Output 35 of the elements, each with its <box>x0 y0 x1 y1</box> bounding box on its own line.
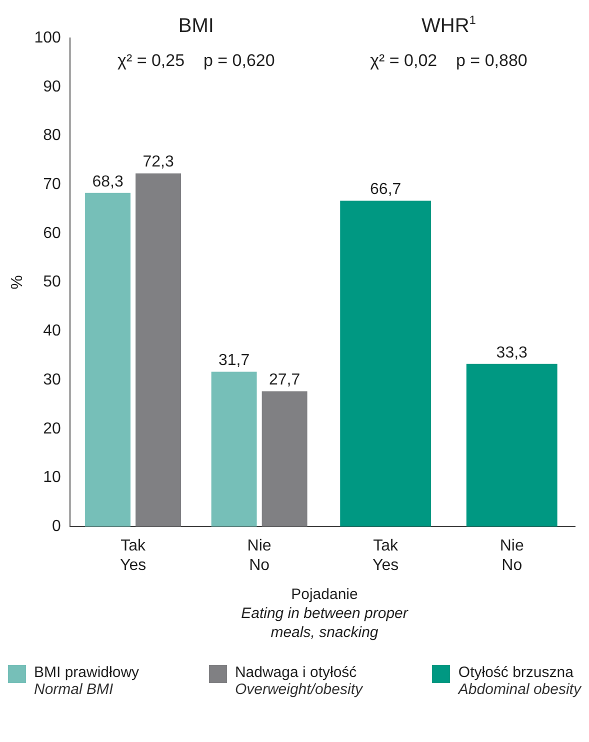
data-label: 72,3 <box>142 154 174 171</box>
data-label: 66,7 <box>370 181 402 198</box>
x-axis-title: Pojadanie Eating in between proper meals, snacking <box>240 585 410 642</box>
x-tick-label: Tak Yes <box>372 538 400 574</box>
x-tick-label: Nie No <box>500 538 524 574</box>
legend-label: Nadwaga i otyłość Overweight/obesity <box>234 664 362 698</box>
data-label: 33,3 <box>496 344 528 362</box>
data-label: 31,7 <box>218 352 250 370</box>
y-tick-label: 70 <box>43 176 61 193</box>
bar <box>466 364 558 527</box>
y-tick-label: 50 <box>43 274 61 291</box>
y-tick-label: 60 <box>43 224 61 242</box>
text: BMI <box>178 15 214 37</box>
y-axis-title: % <box>9 275 26 290</box>
data-label: 27,7 <box>268 372 300 389</box>
y-tick-label: 90 <box>43 78 61 96</box>
y-tick-label: 0 <box>52 518 61 536</box>
y-tick-label: 100 <box>34 29 61 46</box>
bar <box>340 200 432 527</box>
bar <box>262 391 308 527</box>
bar <box>85 192 131 527</box>
annotation: χ² = 0,02 p = 0,880 <box>370 51 528 70</box>
legend-label: BMI prawidłowy Normal BMI <box>34 664 140 698</box>
legend-label: Otyłość brzuszna Abdominal obesity <box>458 664 581 698</box>
x-tick-label: Tak Yes <box>120 538 146 574</box>
data-label: 68,3 <box>92 173 124 190</box>
bar <box>136 173 182 527</box>
y-tick-label: 20 <box>43 420 61 438</box>
y-tick-label: 30 <box>43 371 61 388</box>
y-tick-label: 40 <box>43 322 61 340</box>
annotation: χ² = 0,25 p = 0,620 <box>118 51 275 70</box>
y-tick-label: 80 <box>43 127 61 144</box>
y-tick-label: 10 <box>43 469 61 486</box>
bar <box>211 372 257 527</box>
x-tick-label: Nie No <box>247 538 272 574</box>
